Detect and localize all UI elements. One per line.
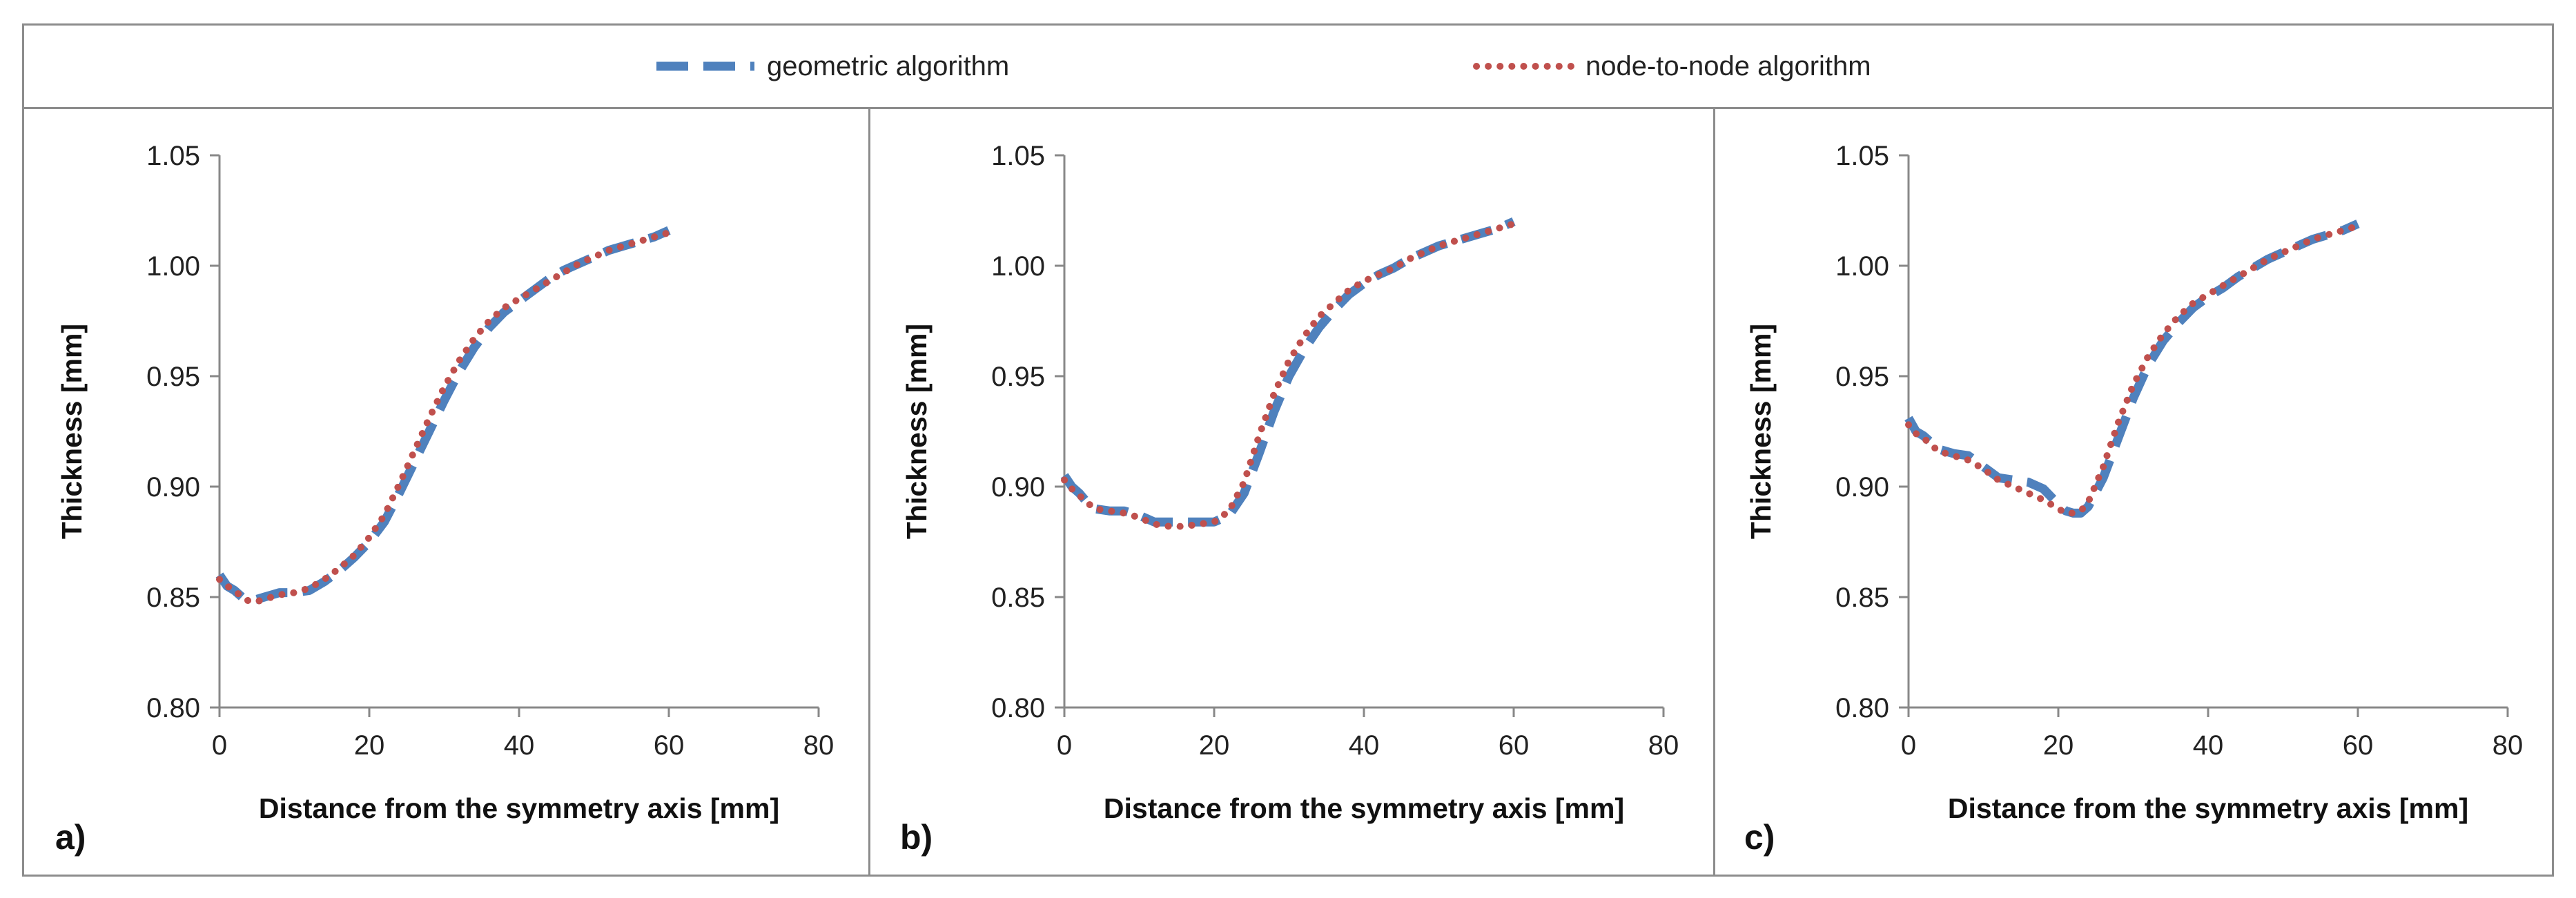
chart-panel-2: 0.80 0.85 0.90 0.95 1.00 1.05 0 20 40 60 80 Distanc… (900, 141, 1679, 857)
x-tick-label: 60 (654, 730, 685, 761)
legend-label-node-to-node: node-to-node algorithm (1585, 50, 1871, 81)
y-tick-label: 0.85 (991, 583, 1045, 613)
y-tick-label: 1.00 (991, 251, 1045, 282)
x-tick-label: 20 (2043, 730, 2074, 761)
x-tick-label: 60 (1499, 730, 1530, 761)
y-tick-label: 0.90 (1835, 472, 1889, 502)
x-tick-label: 20 (1199, 730, 1230, 761)
series-line-geometric (215, 226, 671, 604)
panel-label: b) (900, 818, 933, 857)
chart-panels (22, 107, 2554, 877)
y-axis-title: Thickness [mm] (56, 324, 88, 539)
y-tick-label: 0.95 (1835, 362, 1889, 392)
y-tick-label: 0.80 (991, 693, 1045, 723)
x-tick-label: 60 (2343, 730, 2374, 761)
chart-panel-1: 0.80 0.85 0.90 0.95 1.00 1.05 0 20 40 60 80 Distanc… (55, 141, 834, 857)
x-tick-label: 80 (2492, 730, 2524, 761)
panel-divider (868, 109, 870, 875)
y-tick-label: 0.85 (1835, 583, 1889, 613)
x-tick-label: 0 (1057, 730, 1072, 761)
series-line-node-to-node (1061, 220, 1517, 530)
x-axis-title: Distance from the symmetry axis [mm] (1104, 792, 1624, 824)
series-line-geometric (1060, 217, 1516, 527)
y-tick-label: 0.95 (146, 362, 200, 392)
y-tick-label: 0.90 (146, 472, 200, 502)
series-line-node-to-node (216, 229, 672, 605)
chart-panel-3: 0.80 0.85 0.90 0.95 1.00 1.05 0 20 40 60 80 Distanc… (1744, 141, 2523, 857)
x-tick-label: 0 (1901, 730, 1916, 761)
series-line-geometric (1904, 219, 2360, 518)
x-axis-title: Distance from the symmetry axis [mm] (259, 792, 779, 824)
y-tick-label: 1.05 (146, 141, 200, 171)
x-axis-title: Distance from the symmetry axis [mm] (1948, 792, 2468, 824)
panel-label: c) (1744, 818, 1775, 857)
x-tick-label: 80 (1648, 730, 1679, 761)
y-tick-label: 1.00 (146, 251, 200, 282)
legend-label-geometric: geometric algorithm (767, 50, 1010, 81)
x-tick-label: 40 (504, 730, 535, 761)
series-line-node-to-node (1905, 222, 2361, 517)
y-tick-label: 0.80 (1835, 693, 1889, 723)
x-tick-label: 20 (354, 730, 385, 761)
panel-label: a) (55, 818, 86, 857)
legend-entry-node-to-node: node-to-node algorithm (1472, 26, 1871, 107)
y-tick-label: 0.85 (146, 583, 200, 613)
y-tick-label: 1.00 (1835, 251, 1889, 282)
y-tick-label: 0.95 (991, 362, 1045, 392)
y-tick-label: 0.80 (146, 693, 200, 723)
legend-swatch-dotted-red (1473, 63, 1576, 70)
legend-entry-geometric: geometric algorithm (654, 26, 1009, 107)
y-axis-title: Thickness [mm] (1745, 324, 1777, 539)
legend: geometric algorithm node-to-node algorit… (22, 23, 2554, 109)
y-tick-label: 1.05 (991, 141, 1045, 171)
x-tick-label: 40 (2193, 730, 2224, 761)
legend-swatch-dashed-blue (656, 61, 754, 71)
x-tick-label: 0 (212, 730, 227, 761)
y-tick-label: 1.05 (1835, 141, 1889, 171)
y-tick-label: 0.90 (991, 472, 1045, 502)
x-tick-label: 80 (803, 730, 835, 761)
panel-divider (1713, 109, 1715, 875)
y-axis-title: Thickness [mm] (901, 324, 933, 539)
x-tick-label: 40 (1349, 730, 1380, 761)
